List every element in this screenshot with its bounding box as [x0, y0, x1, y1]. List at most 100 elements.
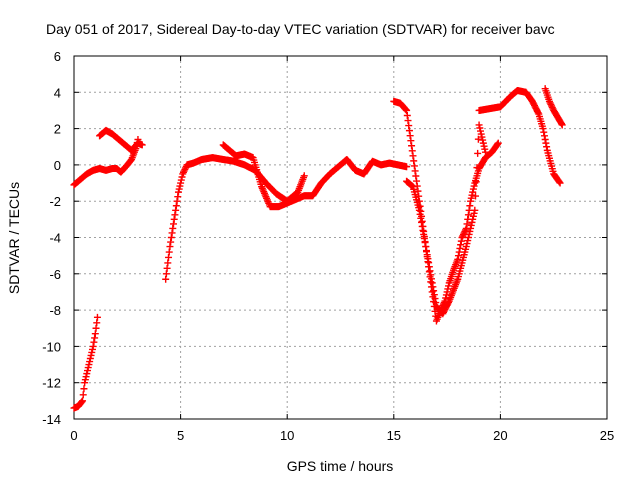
data-point [169, 220, 177, 228]
grid-lines [74, 56, 607, 419]
x-tick-label: 5 [177, 428, 184, 443]
series-arc-9 [541, 85, 566, 129]
y-tick-label: 2 [54, 122, 61, 137]
y-tick-label: -14 [42, 412, 61, 427]
data-point [541, 135, 549, 143]
data-point [163, 264, 171, 272]
data-point [162, 275, 170, 283]
data-point [471, 206, 479, 214]
data-point [540, 128, 548, 136]
y-tick-label: 0 [54, 158, 61, 173]
data-point [416, 210, 424, 218]
data-point [167, 234, 175, 241]
data-point [454, 252, 462, 260]
data-point [456, 244, 464, 252]
data-point [454, 255, 462, 263]
x-tick-label: 10 [280, 428, 294, 443]
data-point [534, 109, 542, 117]
y-tick-label: -2 [49, 194, 61, 209]
data-markers [70, 85, 566, 412]
y-tick-label: 4 [54, 85, 61, 100]
data-point [474, 149, 482, 157]
data-point [542, 139, 550, 147]
data-point [494, 140, 502, 148]
data-point [420, 230, 428, 238]
data-point [425, 263, 433, 271]
series-arc-7 [403, 121, 489, 318]
data-point [89, 342, 97, 350]
data-point [405, 122, 413, 130]
x-axis-label: GPS time / hours [287, 458, 394, 474]
data-point [405, 127, 413, 135]
data-point [462, 226, 470, 234]
data-point [407, 137, 415, 145]
data-point [164, 259, 172, 267]
data-point [418, 218, 426, 226]
data-point [402, 106, 410, 114]
series-arc-4 [162, 154, 308, 283]
data-point [138, 141, 146, 149]
data-point [457, 237, 465, 245]
data-point [171, 211, 179, 219]
data-point [428, 279, 436, 287]
x-tick-label: 20 [493, 428, 507, 443]
x-tick-label: 25 [600, 428, 614, 443]
data-point [419, 226, 427, 234]
y-tick-label: 6 [54, 49, 61, 64]
data-point [165, 253, 173, 261]
data-point [415, 206, 423, 214]
data-point [167, 238, 175, 246]
data-point [457, 241, 465, 249]
series-arc-2 [70, 135, 142, 189]
data-point [555, 178, 563, 186]
data-point [173, 197, 181, 205]
data-point [424, 255, 432, 263]
data-point [413, 177, 421, 185]
data-point [166, 243, 174, 251]
data-point [426, 267, 434, 275]
data-point [170, 215, 178, 223]
y-tick-label: -10 [42, 339, 61, 354]
data-point [463, 220, 471, 228]
data-point [410, 157, 418, 165]
data-point [422, 243, 430, 251]
data-point [79, 397, 87, 405]
chart-title: Day 051 of 2017, Sidereal Day-to-day VTE… [46, 21, 555, 37]
data-point [412, 172, 420, 180]
data-point [80, 385, 88, 393]
data-point [429, 283, 437, 291]
data-point [427, 271, 435, 279]
data-point [404, 117, 412, 125]
data-point [556, 179, 564, 187]
data-point [417, 214, 425, 222]
y-axis-label: SDTVAR / TECUs [6, 182, 22, 294]
y-tick-label: -12 [42, 376, 61, 391]
data-point [411, 167, 419, 175]
data-point [430, 287, 438, 295]
data-point [79, 391, 87, 399]
data-point [464, 211, 472, 219]
data-point [418, 222, 426, 230]
data-point [431, 295, 439, 303]
axis-ticks: 0 5 10 15 20 25 -14 -12 -10 -8 -6 -4 -2 0 2 4 6 [42, 49, 614, 443]
data-point [165, 248, 173, 256]
data-point [408, 142, 416, 150]
data-point [494, 139, 502, 147]
data-point [406, 132, 414, 140]
data-point [421, 239, 429, 247]
data-point [558, 121, 566, 129]
series-arc-8 [475, 86, 564, 187]
data-point [78, 398, 86, 406]
data-point [91, 330, 99, 338]
data-point [408, 147, 416, 155]
data-point [422, 247, 430, 255]
data-point [432, 299, 440, 307]
data-point [169, 224, 177, 232]
data-point [420, 235, 428, 243]
series-arc-1 [70, 313, 101, 412]
data-point [466, 202, 474, 210]
data-point [445, 298, 453, 306]
data-point [90, 338, 98, 346]
y-tick-label: -4 [49, 231, 61, 246]
